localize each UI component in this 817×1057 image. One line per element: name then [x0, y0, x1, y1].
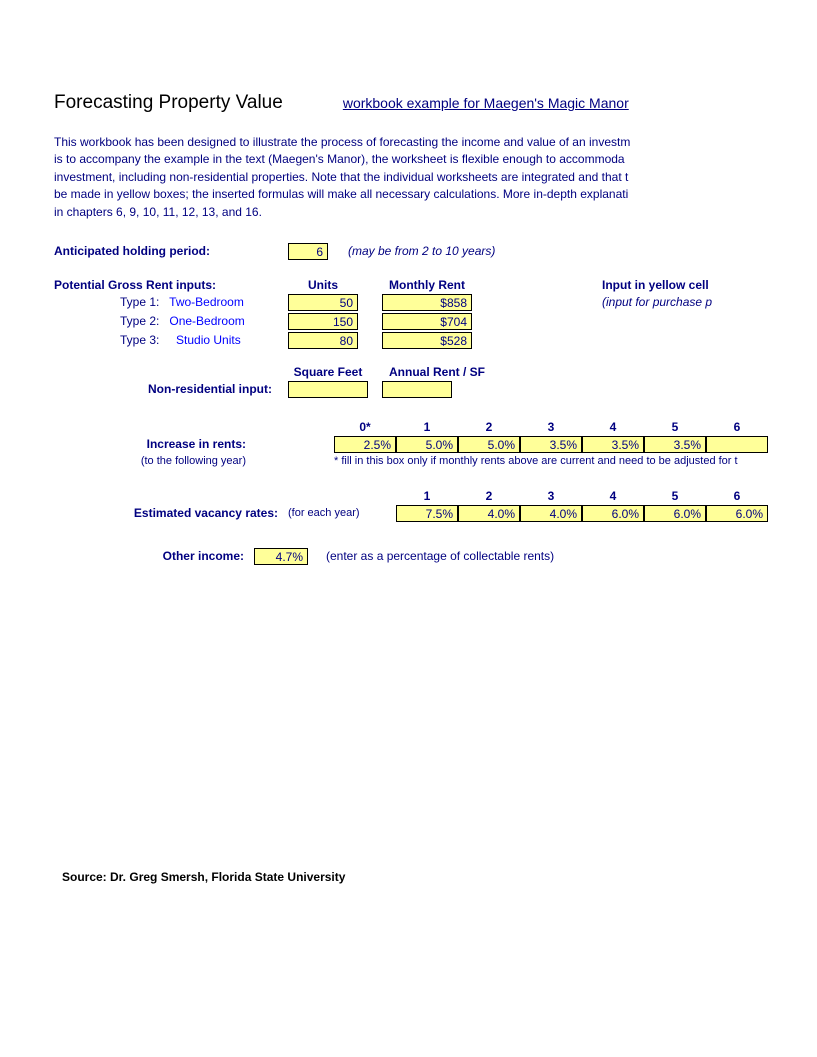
rent-type-row: Type 3: Studio Units 80 $528 [54, 332, 817, 349]
rent-increase-label: Increase in rents: [54, 437, 254, 451]
rent-increase-row: Increase in rents: 2.5% 5.0% 5.0% 3.5% 3… [54, 436, 817, 453]
intro-text: This workbook has been designed to illus… [54, 134, 817, 221]
rent-increase-sub-row: (to the following year) * fill in this b… [54, 455, 817, 467]
vacancy-header-row: 1 2 3 4 5 6 [54, 489, 817, 503]
sqft-input[interactable] [288, 381, 368, 398]
rent-increase-input[interactable] [706, 436, 768, 453]
input-side-label: Input in yellow cell [602, 278, 709, 292]
input-side-note: (input for purchase p [602, 295, 712, 309]
type-label: Type 1: [120, 295, 159, 309]
rent-type-row: Type 1: Two-Bedroom 50 $858 (input for p… [54, 294, 817, 311]
units-header: Units [288, 278, 358, 292]
intro-line: is to accompany the example in the text … [54, 152, 625, 166]
nonres-row: Non-residential input: [54, 381, 817, 398]
type-label: Type 2: [120, 314, 159, 328]
source-credit: Source: Dr. Greg Smersh, Florida State U… [62, 870, 345, 884]
type-name: Two-Bedroom [169, 295, 244, 309]
holding-period-note: (may be from 2 to 10 years) [348, 244, 495, 258]
sqft-header: Square Feet [288, 365, 368, 379]
type-name: Studio Units [176, 333, 241, 347]
other-income-label: Other income: [54, 549, 254, 563]
year-header: 5 [644, 420, 706, 434]
page-subtitle: workbook example for Maegen's Magic Mano… [343, 95, 629, 111]
other-income-input[interactable]: 4.7% [254, 548, 308, 565]
annual-header: Annual Rent / SF [382, 365, 492, 379]
vacancy-label: Estimated vacancy rates: [54, 506, 288, 520]
vacancy-input[interactable]: 4.0% [520, 505, 582, 522]
year-header: 2 [458, 489, 520, 503]
worksheet-page: Forecasting Property Value workbook exam… [0, 0, 817, 565]
holding-period-row: Anticipated holding period: 6 (may be fr… [54, 243, 817, 260]
rent-increase-sublabel: (to the following year) [54, 455, 254, 467]
nonres-label: Non-residential input: [54, 382, 288, 396]
year-header: 2 [458, 420, 520, 434]
units-input[interactable]: 80 [288, 332, 358, 349]
other-income-note: (enter as a percentage of collectable re… [326, 549, 554, 563]
rent-input[interactable]: $858 [382, 294, 472, 311]
rent-increase-input[interactable]: 5.0% [458, 436, 520, 453]
vacancy-input[interactable]: 6.0% [706, 505, 768, 522]
vacancy-row: Estimated vacancy rates: (for each year)… [54, 505, 817, 522]
year-header: 0* [334, 420, 396, 434]
rent-increase-input[interactable]: 2.5% [334, 436, 396, 453]
year-header: 1 [396, 489, 458, 503]
intro-line: be made in yellow boxes; the inserted fo… [54, 187, 628, 201]
vacancy-input[interactable]: 4.0% [458, 505, 520, 522]
year-header: 6 [706, 489, 768, 503]
gross-rent-header-row: Potential Gross Rent inputs: Units Month… [54, 278, 817, 292]
intro-line: investment, including non-residential pr… [54, 170, 628, 184]
header-row: Forecasting Property Value workbook exam… [54, 92, 817, 114]
vacancy-sublabel: (for each year) [288, 507, 396, 519]
nonres-header-row: Square Feet Annual Rent / SF [54, 365, 817, 379]
rent-increase-input[interactable]: 3.5% [520, 436, 582, 453]
year-header: 4 [582, 420, 644, 434]
units-input[interactable]: 150 [288, 313, 358, 330]
vacancy-input[interactable]: 7.5% [396, 505, 458, 522]
holding-period-label: Anticipated holding period: [54, 244, 288, 258]
year-header: 6 [706, 420, 768, 434]
other-income-row: Other income: 4.7% (enter as a percentag… [54, 548, 817, 565]
rent-header: Monthly Rent [382, 278, 472, 292]
type-name: One-Bedroom [169, 314, 244, 328]
year-header: 3 [520, 420, 582, 434]
rent-input[interactable]: $528 [382, 332, 472, 349]
annual-rent-input[interactable] [382, 381, 452, 398]
rent-increase-footnote: * fill in this box only if monthly rents… [334, 455, 738, 467]
holding-period-input[interactable]: 6 [288, 243, 328, 260]
rent-increase-header-row: 0* 1 2 3 4 5 6 [54, 420, 817, 434]
year-header: 3 [520, 489, 582, 503]
rent-increase-input[interactable]: 3.5% [644, 436, 706, 453]
vacancy-input[interactable]: 6.0% [644, 505, 706, 522]
year-header: 1 [396, 420, 458, 434]
rent-increase-input[interactable]: 5.0% [396, 436, 458, 453]
page-title: Forecasting Property Value [54, 92, 283, 114]
gross-rent-label: Potential Gross Rent inputs: [54, 278, 288, 292]
intro-line: This workbook has been designed to illus… [54, 135, 630, 149]
rent-type-row: Type 2: One-Bedroom 150 $704 [54, 313, 817, 330]
year-header: 5 [644, 489, 706, 503]
rent-input[interactable]: $704 [382, 313, 472, 330]
rent-increase-input[interactable]: 3.5% [582, 436, 644, 453]
units-input[interactable]: 50 [288, 294, 358, 311]
vacancy-input[interactable]: 6.0% [582, 505, 644, 522]
type-label: Type 3: [120, 333, 159, 347]
intro-line: in chapters 6, 9, 10, 11, 12, 13, and 16… [54, 205, 262, 219]
year-header: 4 [582, 489, 644, 503]
